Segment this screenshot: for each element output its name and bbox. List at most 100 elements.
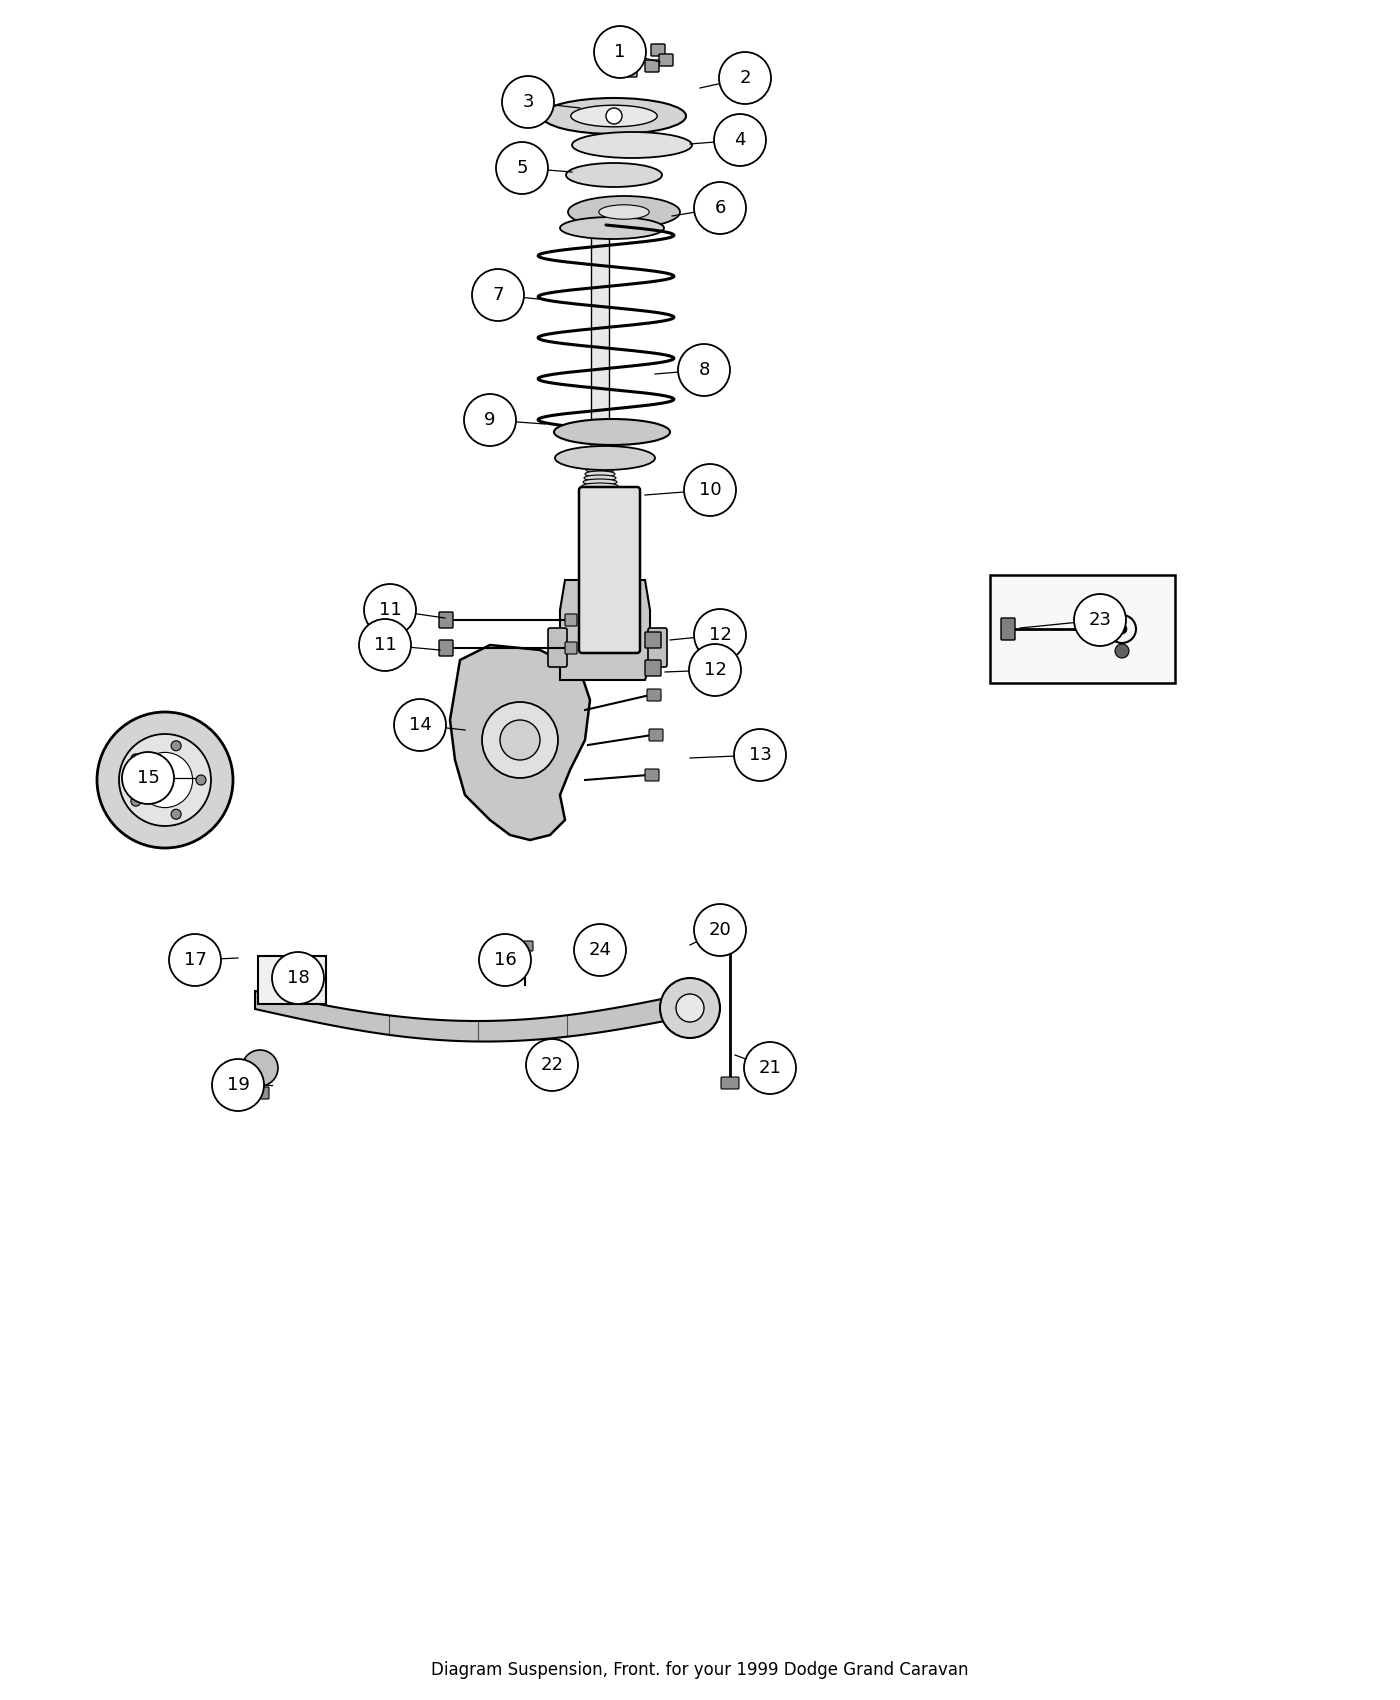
Circle shape	[1117, 624, 1127, 634]
Ellipse shape	[571, 105, 657, 128]
Text: 15: 15	[137, 768, 160, 787]
Ellipse shape	[585, 471, 615, 478]
FancyBboxPatch shape	[659, 54, 673, 66]
FancyBboxPatch shape	[566, 643, 577, 654]
Ellipse shape	[573, 133, 692, 158]
FancyBboxPatch shape	[517, 942, 533, 950]
FancyBboxPatch shape	[580, 486, 640, 653]
Circle shape	[659, 977, 720, 1039]
Circle shape	[676, 994, 704, 1022]
Circle shape	[500, 721, 540, 760]
Circle shape	[364, 585, 416, 636]
Circle shape	[743, 1042, 797, 1095]
Text: 11: 11	[374, 636, 396, 654]
Circle shape	[130, 753, 141, 763]
FancyBboxPatch shape	[566, 614, 577, 626]
FancyBboxPatch shape	[440, 639, 454, 656]
Circle shape	[1074, 593, 1126, 646]
Bar	[591, 219, 609, 559]
Ellipse shape	[599, 204, 650, 219]
Polygon shape	[560, 580, 650, 680]
FancyBboxPatch shape	[547, 627, 567, 666]
Ellipse shape	[566, 163, 662, 187]
Circle shape	[196, 775, 206, 785]
Ellipse shape	[554, 445, 655, 469]
Text: 12: 12	[708, 626, 731, 644]
Text: 10: 10	[699, 481, 721, 500]
Circle shape	[496, 143, 547, 194]
Circle shape	[594, 26, 645, 78]
Text: 17: 17	[183, 950, 206, 969]
Polygon shape	[616, 48, 640, 70]
Text: 24: 24	[588, 942, 612, 959]
Text: 19: 19	[227, 1076, 249, 1095]
Circle shape	[97, 712, 232, 848]
Circle shape	[482, 702, 559, 779]
Circle shape	[211, 1059, 265, 1112]
FancyBboxPatch shape	[1001, 619, 1015, 639]
Circle shape	[137, 753, 193, 808]
Ellipse shape	[560, 218, 664, 240]
Text: 16: 16	[494, 950, 517, 969]
Text: 2: 2	[739, 70, 750, 87]
Circle shape	[242, 1051, 279, 1086]
Circle shape	[272, 952, 323, 1005]
Circle shape	[472, 269, 524, 321]
FancyBboxPatch shape	[645, 768, 659, 780]
Text: 22: 22	[540, 1056, 563, 1074]
Text: 4: 4	[734, 131, 746, 150]
Circle shape	[141, 756, 189, 804]
Circle shape	[393, 699, 447, 751]
Circle shape	[276, 964, 308, 996]
FancyBboxPatch shape	[251, 1086, 269, 1098]
Ellipse shape	[542, 99, 686, 134]
Text: 5: 5	[517, 160, 528, 177]
Circle shape	[689, 644, 741, 695]
FancyBboxPatch shape	[440, 612, 454, 627]
Text: 3: 3	[522, 94, 533, 110]
Circle shape	[606, 109, 622, 124]
Circle shape	[685, 464, 736, 517]
Text: 21: 21	[759, 1059, 781, 1078]
Polygon shape	[255, 991, 700, 1042]
Text: 20: 20	[708, 921, 731, 938]
FancyBboxPatch shape	[647, 688, 661, 700]
Text: 8: 8	[699, 360, 710, 379]
Circle shape	[358, 619, 412, 672]
Circle shape	[526, 1039, 578, 1091]
Polygon shape	[449, 644, 589, 840]
Ellipse shape	[554, 418, 671, 445]
FancyBboxPatch shape	[645, 60, 659, 71]
FancyBboxPatch shape	[648, 627, 666, 666]
Ellipse shape	[582, 479, 617, 484]
Circle shape	[119, 734, 211, 826]
Circle shape	[122, 751, 174, 804]
Circle shape	[479, 933, 531, 986]
FancyBboxPatch shape	[721, 1078, 739, 1090]
Ellipse shape	[587, 468, 615, 473]
Text: 6: 6	[714, 199, 725, 218]
Circle shape	[694, 182, 746, 235]
Text: Diagram Suspension, Front. for your 1999 Dodge Grand Caravan: Diagram Suspension, Front. for your 1999…	[431, 1661, 969, 1680]
FancyBboxPatch shape	[645, 632, 661, 648]
FancyBboxPatch shape	[721, 933, 739, 945]
Ellipse shape	[584, 474, 616, 481]
Text: 14: 14	[409, 716, 431, 734]
Circle shape	[720, 53, 771, 104]
Text: 1: 1	[615, 42, 626, 61]
Text: 9: 9	[484, 411, 496, 428]
FancyBboxPatch shape	[651, 44, 665, 56]
Circle shape	[463, 394, 517, 445]
Circle shape	[714, 114, 766, 167]
Circle shape	[678, 343, 729, 396]
Text: 23: 23	[1089, 610, 1112, 629]
Text: 18: 18	[287, 969, 309, 988]
Bar	[990, 575, 1175, 683]
Circle shape	[171, 741, 181, 751]
Circle shape	[284, 972, 300, 988]
Bar	[258, 955, 326, 1005]
Ellipse shape	[582, 483, 617, 490]
Ellipse shape	[568, 196, 680, 228]
Text: 7: 7	[493, 286, 504, 304]
Circle shape	[1114, 644, 1128, 658]
